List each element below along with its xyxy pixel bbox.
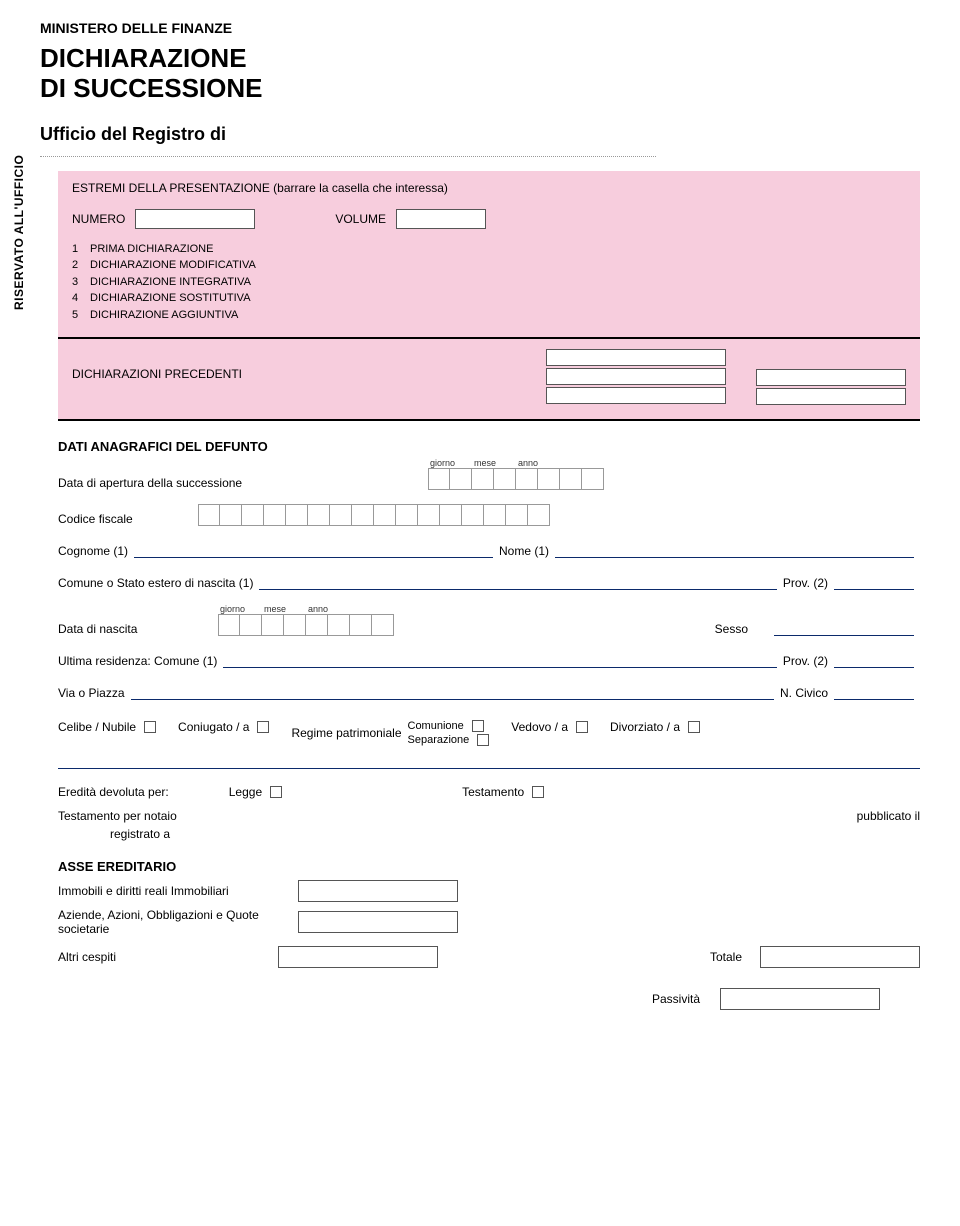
coniugato-checkbox[interactable] — [257, 721, 269, 733]
registrato-a-label: registrato a — [110, 827, 920, 841]
numero-label: NUMERO — [72, 212, 125, 226]
residenza-input[interactable] — [223, 652, 776, 668]
nome-label: Nome (1) — [499, 544, 549, 558]
type-label-1: PRIMA DICHIARAZIONE — [90, 243, 213, 255]
mese-hdr-2: mese — [262, 604, 306, 614]
asse-title: ASSE EREDITARIO — [58, 859, 920, 874]
data-apertura-cells[interactable] — [428, 468, 604, 490]
precedenti-box-2b[interactable] — [756, 369, 906, 386]
residenza-label: Ultima residenza: Comune (1) — [58, 654, 217, 668]
type-label-4: DICHIARAZIONE SOSTITUTIVA — [90, 292, 251, 304]
immobili-value-box[interactable] — [298, 880, 458, 902]
separazione-checkbox[interactable] — [477, 734, 489, 746]
type-num-4: 4 — [72, 290, 90, 307]
codice-fiscale-cells[interactable] — [198, 504, 550, 526]
comunione-checkbox[interactable] — [472, 720, 484, 732]
via-label: Via o Piazza — [58, 686, 125, 700]
divorziato-label: Divorziato / a — [610, 720, 680, 734]
anno-hdr-2: anno — [306, 604, 394, 614]
prov-nascita-label: Prov. (2) — [783, 576, 828, 590]
estremi-title: ESTREMI DELLA PRESENTAZIONE (barrare la … — [72, 181, 906, 195]
prov-residenza-input[interactable] — [834, 652, 914, 668]
nome-input[interactable] — [555, 542, 914, 558]
passivita-label: Passività — [652, 992, 700, 1006]
civico-input[interactable] — [834, 684, 914, 700]
vedovo-label: Vedovo / a — [511, 720, 568, 734]
type-label-3: DICHIARAZIONE INTEGRATIVA — [90, 276, 251, 288]
estremi-section: ESTREMI DELLA PRESENTAZIONE (barrare la … — [58, 171, 920, 422]
declaration-types-list: 1PRIMA DICHIARAZIONE 2DICHIARAZIONE MODI… — [72, 241, 906, 324]
precedenti-label: DICHIARAZIONI PRECEDENTI — [72, 367, 242, 381]
devoluta-label: Eredità devoluta per: — [58, 785, 169, 799]
prov-residenza-label: Prov. (2) — [783, 654, 828, 668]
ministry-label: MINISTERO DELLE FINANZE — [40, 20, 920, 36]
totale-label: Totale — [710, 950, 742, 964]
cognome-label: Cognome (1) — [58, 544, 128, 558]
regime-label: Regime patrimoniale — [291, 726, 401, 740]
volume-label: VOLUME — [335, 212, 386, 226]
precedenti-box-3a[interactable] — [546, 387, 726, 404]
celibe-label: Celibe / Nubile — [58, 720, 136, 734]
passivita-value-box[interactable] — [720, 988, 880, 1010]
data-apertura-label: Data di apertura della successione — [58, 476, 428, 490]
aziende-label: Aziende, Azioni, Obbligazioni e Quote so… — [58, 908, 278, 936]
immobili-label: Immobili e diritti reali Immobiliari — [58, 884, 278, 898]
pubblicato-il-label: pubblicato il — [857, 809, 920, 823]
precedenti-box-1a[interactable] — [546, 349, 726, 366]
sesso-label: Sesso — [715, 622, 748, 636]
sesso-input[interactable] — [774, 620, 914, 636]
numero-input[interactable] — [135, 209, 255, 229]
comune-nascita-input[interactable] — [259, 574, 776, 590]
form-title: DICHIARAZIONE DI SUCCESSIONE — [40, 44, 920, 104]
altri-label: Altri cespiti — [58, 950, 278, 964]
defunto-section-title: DATI ANAGRAFICI DEL DEFUNTO — [58, 439, 920, 454]
title-line1: DICHIARAZIONE — [40, 43, 247, 73]
data-nascita-cells[interactable] — [218, 614, 394, 636]
legge-label: Legge — [229, 785, 262, 799]
prov-nascita-input[interactable] — [834, 574, 914, 590]
separazione-label: Separazione — [408, 734, 470, 746]
office-subtitle: Ufficio del Registro di — [40, 124, 920, 145]
type-label-5: DICHIRAZIONE AGGIUNTIVA — [90, 309, 238, 321]
title-line2: DI SUCCESSIONE — [40, 73, 263, 103]
mese-hdr-1: mese — [472, 458, 516, 468]
celibe-checkbox[interactable] — [144, 721, 156, 733]
civico-label: N. Civico — [780, 686, 828, 700]
divorziato-checkbox[interactable] — [688, 721, 700, 733]
precedenti-box-3b[interactable] — [756, 388, 906, 405]
testamento-checkbox[interactable] — [532, 786, 544, 798]
volume-input[interactable] — [396, 209, 486, 229]
precedenti-box-2a[interactable] — [546, 368, 726, 385]
codice-fiscale-label: Codice fiscale — [58, 512, 198, 526]
vedovo-checkbox[interactable] — [576, 721, 588, 733]
legge-checkbox[interactable] — [270, 786, 282, 798]
reserved-office-label: RISERVATO ALL'UFFICIO — [12, 155, 26, 310]
comunione-label: Comunione — [408, 720, 464, 732]
data-nascita-label: Data di nascita — [58, 622, 198, 636]
giorno-hdr-2: giorno — [218, 604, 262, 614]
altri-value-box[interactable] — [278, 946, 438, 968]
giorno-hdr-1: giorno — [428, 458, 472, 468]
testamento-label: Testamento — [462, 785, 524, 799]
via-input[interactable] — [131, 684, 774, 700]
type-label-2: DICHIARAZIONE MODIFICATIVA — [90, 259, 256, 271]
office-fill-line[interactable] — [40, 147, 656, 157]
aziende-value-box[interactable] — [298, 911, 458, 933]
testamento-notaio-label: Testamento per notaio — [58, 809, 177, 823]
anno-hdr-1: anno — [516, 458, 604, 468]
totale-value-box[interactable] — [760, 946, 920, 968]
type-num-2: 2 — [72, 257, 90, 274]
type-num-1: 1 — [72, 241, 90, 258]
cognome-input[interactable] — [134, 542, 493, 558]
coniugato-label: Coniugato / a — [178, 720, 249, 734]
type-num-3: 3 — [72, 274, 90, 291]
type-num-5: 5 — [72, 307, 90, 324]
comune-nascita-label: Comune o Stato estero di nascita (1) — [58, 576, 253, 590]
